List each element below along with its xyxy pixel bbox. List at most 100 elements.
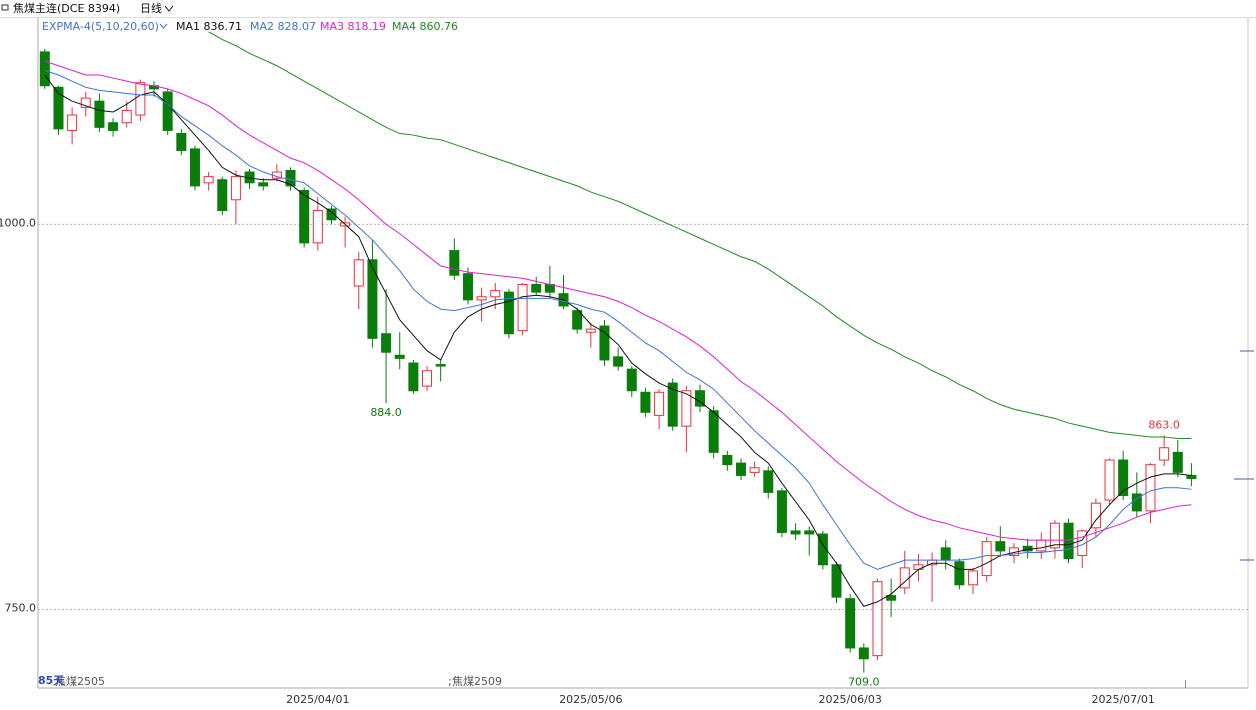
ma-line (44, 60, 1192, 541)
candle-body (135, 82, 146, 116)
candle-body (640, 391, 651, 413)
y-tick-label: 750.0 (5, 601, 37, 614)
extreme-label: 863.0 (1148, 418, 1180, 431)
menu-icon[interactable] (1, 4, 9, 11)
candle-body (230, 176, 241, 201)
candle-body (735, 462, 746, 476)
indicator-dropdown[interactable] (159, 23, 168, 29)
candle-body (80, 97, 91, 108)
candle-body (312, 210, 323, 244)
candle-body (858, 647, 869, 660)
candle-body (435, 364, 446, 367)
candle-body (299, 190, 310, 244)
candle-body (654, 391, 665, 416)
candle-body (381, 333, 392, 353)
candle-body (408, 362, 419, 392)
symbol: 焦煤主连(DCE 8394) (13, 2, 120, 15)
candle-body (449, 250, 460, 276)
candle-body (968, 570, 979, 586)
x-tick-label: 2025/06/03 (818, 693, 881, 706)
candle-body (886, 595, 897, 601)
candle-body (763, 470, 774, 493)
legend-entry: MA1 836.71 (176, 20, 242, 33)
candle-body (913, 564, 924, 570)
candle-body (476, 296, 487, 301)
contract-label: 焦煤2505 (55, 675, 105, 688)
candle-body (1036, 539, 1047, 552)
candle-body (217, 179, 228, 212)
legend-value: 828.07 (278, 20, 317, 33)
candle-body (927, 559, 938, 566)
candle-body (176, 133, 187, 151)
legend-entry: MA3 818.19 (320, 20, 386, 33)
candle-body (67, 114, 78, 131)
candle-body (367, 259, 378, 339)
candle-body (845, 598, 856, 649)
x-tick-label: 2025/07/01 (1091, 693, 1154, 706)
period[interactable]: 日线 (140, 1, 162, 15)
extreme-label: 709.0 (848, 676, 880, 689)
ma-line (44, 69, 1192, 570)
candle-body (462, 273, 473, 301)
candle-body (1186, 474, 1197, 480)
legend-value: 818.19 (348, 20, 387, 33)
candle-body (517, 283, 528, 332)
candle-body (422, 370, 433, 387)
x-tick-label: 2025/05/06 (559, 693, 622, 706)
candle-body (981, 541, 992, 577)
candle-body (326, 208, 337, 221)
bar-count: 85天 (38, 674, 65, 687)
candle-body (189, 148, 200, 187)
legend-entry: MA2 828.07 (250, 20, 316, 33)
candle-body (1118, 459, 1129, 496)
candle-body (203, 176, 214, 184)
candle-body (613, 356, 624, 367)
candle-body (872, 581, 883, 657)
x-tick-label: 2025/04/01 (286, 693, 349, 706)
candle-body (531, 283, 542, 293)
candle-body (39, 51, 50, 87)
candle-body (804, 530, 815, 535)
candle-body (1049, 522, 1060, 549)
candle-body (940, 547, 951, 561)
candle-body (667, 382, 678, 427)
candle-body (121, 109, 132, 124)
contract-label: 焦煤2509 (452, 675, 502, 688)
candle-body (722, 454, 733, 466)
candle-body (1104, 459, 1115, 501)
candle-body (681, 390, 692, 427)
period-dropdown[interactable] (164, 5, 174, 12)
candle-body (1159, 447, 1170, 461)
candle-body (776, 490, 787, 533)
candle-body (108, 122, 119, 131)
legend-value: 860.76 (420, 20, 459, 33)
contract-separator: ; (448, 675, 452, 688)
candle-body (817, 533, 828, 566)
candle-body (285, 169, 296, 187)
candle-body (749, 467, 760, 473)
ma-line (208, 31, 1192, 439)
candle-body (258, 182, 269, 187)
legend-value: 836.71 (204, 20, 243, 33)
legend-name: MA1 (176, 20, 200, 33)
candle-body (1077, 530, 1088, 557)
candle-body (790, 530, 801, 535)
candle-body (1145, 464, 1156, 512)
candle-body (353, 259, 364, 287)
legend-name: MA4 (392, 20, 416, 33)
y-tick-label: 1000.0 (0, 216, 36, 229)
candle-body (572, 310, 583, 330)
candle-body (995, 541, 1006, 552)
candle-body (626, 368, 637, 392)
extreme-label: 884.0 (370, 406, 402, 419)
candle-body (94, 100, 105, 128)
candle-body (1172, 451, 1183, 473)
indicator[interactable]: EXPMA-4(5,10,20,60) (42, 20, 159, 33)
candle-body (1063, 522, 1074, 560)
candle-body (585, 328, 596, 333)
candle-body (831, 564, 842, 598)
candle-body (503, 291, 514, 335)
